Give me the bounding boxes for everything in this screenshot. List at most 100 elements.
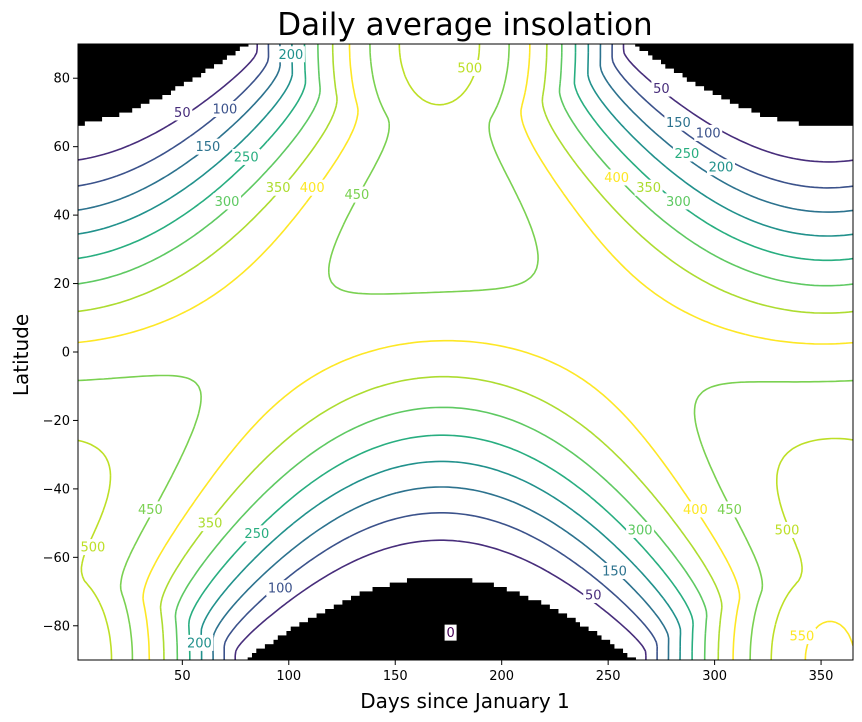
polar-night-cell (686, 76, 853, 82)
polar-night-cell (247, 657, 636, 660)
y-tick-label: 0 (62, 346, 70, 361)
polar-night-cell (307, 617, 576, 623)
contour-label-background (672, 145, 701, 162)
x-tick-label: 250 (596, 669, 621, 684)
polar-night-cell (299, 622, 580, 628)
x-axis-label: Days since January 1 (360, 689, 569, 713)
contour-label-background (706, 159, 735, 176)
y-tick-label: −60 (43, 551, 70, 566)
contour-label-background (664, 193, 693, 210)
polar-night-cell (78, 54, 227, 60)
y-axis-label: Latitude (9, 314, 33, 396)
contour-label: 50 (585, 588, 602, 603)
y-tick-label: −80 (43, 619, 70, 634)
contour-label: 150 (666, 116, 691, 131)
contour-label-background (172, 104, 193, 121)
polar-night-cell (359, 591, 520, 597)
contour-label: 500 (457, 61, 482, 76)
polar-night-cell (78, 67, 206, 73)
x-tick-label: 200 (489, 669, 514, 684)
contour-label: 100 (696, 126, 721, 141)
contour-label-background (276, 46, 305, 63)
contour-label-background (651, 80, 672, 97)
contour-label-background (787, 628, 816, 645)
contour-label-background (342, 186, 371, 203)
contour-label: 300 (215, 195, 240, 210)
contour-label-background (444, 624, 457, 641)
contour-label: 250 (675, 147, 700, 162)
contour-line-400 (78, 44, 853, 660)
contour-label-background (78, 539, 107, 556)
contour-label-background (600, 563, 629, 580)
polar-night-cell (721, 94, 853, 100)
x-axis-ticks: 50 100 150 200 250 300 350 (174, 660, 833, 684)
contour-label-background (664, 114, 693, 131)
contour-line-300 (78, 44, 853, 660)
contour-label-background (298, 179, 327, 196)
contour-label: 250 (234, 150, 259, 165)
contour-label: 500 (80, 541, 105, 556)
contour-label: 0 (446, 626, 454, 641)
x-tick-label: 300 (702, 669, 727, 684)
x-tick-label: 150 (383, 669, 408, 684)
contour-label: 550 (789, 630, 814, 645)
contour-label-background (232, 148, 261, 165)
polar-night-cell (342, 600, 542, 606)
contour-label-background (196, 515, 225, 532)
polar-night-cell (273, 639, 611, 645)
x-tick-label: 50 (174, 669, 191, 684)
contour-label-background (266, 580, 295, 597)
y-tick-label: 40 (53, 209, 70, 224)
polar-night-cell (635, 44, 853, 47)
polar-night-cell (256, 648, 624, 654)
polar-night-cell (78, 89, 171, 95)
polar-night-cell (777, 116, 853, 122)
contour-label-background (210, 101, 239, 118)
polar-night-cell (729, 98, 853, 104)
x-tick-label: 350 (809, 669, 834, 684)
polar-night-cell (673, 67, 853, 73)
contour-label: 450 (345, 188, 370, 203)
polar-night-cell (78, 72, 202, 78)
polar-night-cell (251, 653, 628, 659)
contour-label: 400 (683, 503, 708, 518)
contour-label: 150 (195, 140, 220, 155)
chart-title: Daily average insolation (277, 7, 652, 43)
contour-label-background (602, 169, 631, 186)
contour-label-background (715, 501, 744, 518)
polar-night-cell (78, 94, 163, 100)
contour-label-background (193, 138, 222, 155)
contour-label: 450 (138, 503, 163, 518)
polar-night-cell (78, 120, 85, 126)
y-tick-label: 20 (53, 277, 70, 292)
contour-line-100 (78, 44, 853, 660)
contour-label-background (772, 521, 801, 538)
polar-night-cell (712, 89, 853, 95)
polar-night-cell (78, 45, 240, 51)
polar-night-cell (704, 85, 853, 91)
polar-night-cell (751, 107, 853, 113)
contour-label-background (213, 193, 242, 210)
contour-label-background (185, 634, 214, 651)
polar-night-cell (316, 613, 568, 619)
contour-label: 500 (775, 523, 800, 538)
polar-night-cell (78, 107, 133, 113)
polar-night-cell (351, 595, 529, 601)
contour-label-background (694, 124, 723, 141)
contour-line-200 (78, 44, 853, 660)
polar-night-cell (760, 111, 853, 117)
contour-label: 350 (636, 181, 661, 196)
x-tick-label: 100 (276, 669, 301, 684)
contour-label: 100 (212, 103, 237, 118)
polar-night-cell (695, 81, 853, 87)
polar-night-cell (277, 635, 602, 641)
y-tick-label: −20 (43, 414, 70, 429)
polar-night-cell (78, 116, 103, 122)
y-tick-label: 80 (53, 72, 70, 87)
polar-night-cell (661, 59, 853, 65)
polar-night-cell (78, 98, 150, 104)
contour-line-450 (78, 44, 853, 660)
